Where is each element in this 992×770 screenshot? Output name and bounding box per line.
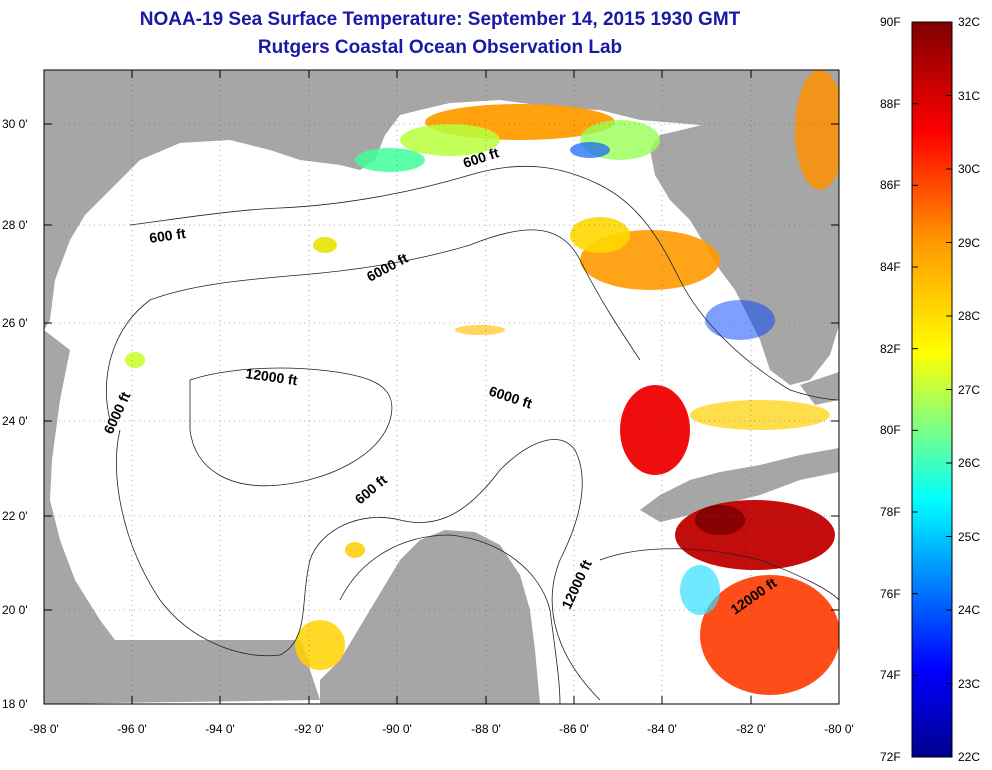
chart-subtitle: Rutgers Coastal Ocean Observation Lab bbox=[257, 37, 623, 58]
colorbar-c-label: 30C bbox=[958, 162, 981, 176]
colorbar-ticks bbox=[912, 21, 952, 758]
contour-label: 12000 ft bbox=[245, 365, 299, 388]
colorbar-f-label: 84F bbox=[880, 260, 901, 274]
colorbar-c-label: 23C bbox=[958, 676, 981, 691]
contour-deep-channel bbox=[116, 429, 601, 701]
colorbar-f-label: 88F bbox=[880, 96, 901, 111]
contour-yucatan-shelf bbox=[339, 534, 561, 704]
x-tick-label: -84 0' bbox=[647, 722, 677, 736]
colorbar-c-label: 22C bbox=[958, 750, 981, 764]
map-frame bbox=[43, 69, 840, 705]
mexico-south-land bbox=[44, 640, 320, 704]
contour-6000ft bbox=[106, 229, 641, 421]
contour-caribbean bbox=[599, 548, 839, 601]
grid bbox=[44, 70, 839, 704]
colorbar-f-label: 76F bbox=[880, 586, 901, 601]
contour-label: 600 ft bbox=[148, 225, 187, 246]
x-tick-label: -80 0' bbox=[824, 722, 854, 736]
x-tick-label: -98 0' bbox=[29, 722, 59, 736]
x-tick-label: -88 0' bbox=[471, 722, 501, 736]
colorbar-c-label: 24C bbox=[958, 603, 981, 617]
colorbar-c-label: 32C bbox=[958, 15, 981, 29]
x-tick-label: -90 0' bbox=[382, 722, 412, 736]
colorbar-c-label: 28C bbox=[958, 309, 981, 323]
x-tick-label: -86 0' bbox=[559, 722, 589, 736]
y-tick-label: 22 0' bbox=[2, 509, 28, 523]
us-landmass bbox=[44, 70, 839, 330]
bathymetry-contours bbox=[106, 165, 839, 704]
chart-title: NOAA-19 Sea Surface Temperature: Septemb… bbox=[139, 9, 741, 30]
x-tick-label: -82 0' bbox=[736, 722, 766, 736]
yucatan-landmass bbox=[320, 530, 540, 704]
colorbar bbox=[911, 21, 953, 758]
colorbar-f-label: 72F bbox=[880, 750, 901, 764]
y-tick-label: 24 0' bbox=[2, 414, 28, 428]
colorbar-f-label: 82F bbox=[880, 341, 901, 356]
sst-patches bbox=[125, 70, 839, 695]
axis-ticks bbox=[43, 70, 840, 705]
colorbar-f-label: 86F bbox=[880, 178, 901, 193]
colorbar-f-label: 80F bbox=[880, 423, 901, 438]
colorbar-c-label: 27C bbox=[958, 382, 981, 397]
y-tick-label: 28 0' bbox=[2, 218, 28, 232]
x-tick-label: -94 0' bbox=[205, 722, 235, 736]
colorbar-c-label: 29C bbox=[958, 235, 981, 250]
y-tick-label: 20 0' bbox=[2, 603, 28, 617]
colorbar-c-label: 26C bbox=[958, 456, 981, 470]
colorbar-c-label: 25C bbox=[958, 529, 981, 544]
y-tick-label: 30 0' bbox=[2, 117, 28, 131]
x-tick-label: -92 0' bbox=[294, 722, 324, 736]
colorbar-f-label: 78F bbox=[880, 505, 901, 519]
contour-12000ft bbox=[189, 367, 393, 487]
contour-600ft bbox=[129, 165, 839, 401]
cuba-landmass bbox=[640, 448, 839, 522]
florida-landmass bbox=[650, 75, 839, 385]
colorbar-f-label: 90F bbox=[880, 15, 901, 29]
colorbar-c-label: 31C bbox=[958, 88, 981, 103]
y-tick-label: 18 0' bbox=[2, 697, 28, 711]
x-tick-label: -96 0' bbox=[117, 722, 147, 736]
y-tick-label: 26 0' bbox=[2, 316, 28, 330]
bahamas-land bbox=[800, 372, 839, 405]
colorbar-f-label: 74F bbox=[880, 668, 901, 683]
